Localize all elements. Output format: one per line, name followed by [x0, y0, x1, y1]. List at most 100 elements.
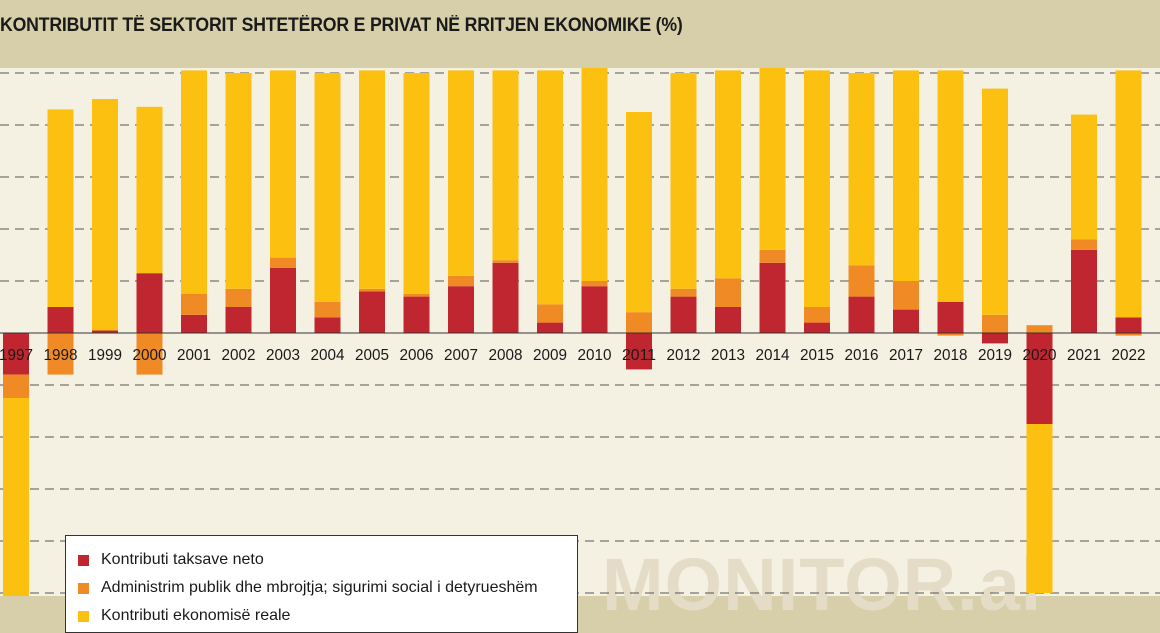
bar-public-admin-2013: [715, 278, 741, 307]
x-tick-label-2002: 2002: [222, 347, 256, 364]
bar-real-economy-2005: [359, 70, 385, 289]
legend-swatch-net-taxes: [78, 554, 89, 566]
legend-swatch-public-admin: [78, 582, 89, 594]
bar-real-economy-2003: [270, 70, 296, 258]
x-tick-label-2021: 2021: [1067, 347, 1101, 364]
bar-net-taxes-2005: [359, 291, 385, 333]
x-tick-label-2013: 2013: [711, 347, 745, 364]
bar-net-taxes-2010: [581, 286, 608, 333]
bar-public-admin-2006: [403, 294, 430, 297]
bar-public-admin-2018: [937, 333, 964, 336]
x-tick-label-2020: 2020: [1023, 347, 1057, 364]
bar-real-economy-2011: [626, 112, 652, 313]
bar-net-taxes-2001: [181, 314, 207, 333]
bar-public-admin-2021: [1071, 239, 1097, 250]
bar-public-admin-2003: [270, 257, 296, 268]
bar-net-taxes-2015: [804, 322, 830, 333]
x-tick-label-2007: 2007: [444, 347, 478, 364]
chart-title: KONTRIBUTIT TË SEKTORIT SHTETËROR E PRIV…: [0, 15, 683, 36]
bar-public-admin-2014: [759, 249, 786, 263]
legend-swatch-real-economy: [78, 610, 89, 622]
bar-real-economy-2006: [403, 73, 430, 294]
bar-public-admin-2007: [448, 275, 474, 287]
chart-svg: 1997 1998 1999 2000 2001 2002 2003 2004 2005 2006…: [0, 68, 1160, 596]
legend-label-real-economy: Kontributi ekonomisë reale: [101, 607, 291, 624]
bar-real-economy-2012: [670, 73, 697, 289]
legend-item-real-economy: Kontributi ekonomisë reale: [78, 602, 565, 630]
bar-net-taxes-2017: [893, 309, 919, 333]
bar-real-economy-2009: [537, 70, 563, 305]
bar-public-admin-2001: [181, 294, 207, 315]
x-tick-label-2019: 2019: [978, 347, 1012, 364]
bar-real-economy-1999: [92, 99, 118, 331]
bar-net-taxes-2003: [270, 268, 296, 333]
bar-public-admin-2016: [848, 265, 875, 297]
bar-public-admin-2000: [136, 333, 163, 375]
bar-net-taxes-2013: [715, 307, 741, 333]
bar-public-admin-1998: [47, 333, 74, 375]
bar-real-economy-2002: [225, 73, 252, 289]
bar-real-economy-2010: [581, 68, 608, 281]
x-tick-label-2006: 2006: [400, 347, 434, 364]
bar-real-economy-2020: [1026, 424, 1053, 593]
bar-public-admin-1997: [3, 374, 29, 398]
x-tick-label-2010: 2010: [578, 347, 612, 364]
x-tick-label-2003: 2003: [266, 347, 300, 364]
bar-public-admin-2017: [893, 281, 919, 310]
legend-item-public-admin: Administrim publik dhe mbrojtja; sigurim…: [78, 574, 565, 602]
legend-item-net-taxes: Kontributi taksave neto: [78, 546, 565, 574]
bar-real-economy-1998: [47, 109, 74, 308]
x-tick-label-2017: 2017: [889, 347, 923, 364]
bar-net-taxes-2016: [848, 296, 875, 333]
bar-real-economy-2021: [1071, 114, 1097, 240]
bar-public-admin-2020: [1026, 325, 1053, 333]
bar-public-admin-2022: [1115, 333, 1142, 336]
bar-net-taxes-2000: [136, 273, 163, 333]
bar-real-economy-2019: [982, 88, 1008, 315]
x-tick-label-2001: 2001: [177, 347, 211, 364]
bar-real-economy-2013: [715, 70, 741, 279]
bar-net-taxes-2011: [626, 333, 652, 370]
x-tick-label-2016: 2016: [845, 347, 879, 364]
legend-label-net-taxes: Kontributi taksave neto: [101, 551, 264, 568]
x-tick-label-2005: 2005: [355, 347, 389, 364]
bar-public-admin-2002: [225, 288, 252, 307]
bar-public-admin-2015: [804, 307, 830, 323]
bar-real-economy-2016: [848, 73, 875, 266]
bar-net-taxes-2007: [448, 286, 474, 333]
bar-net-taxes-2022: [1115, 317, 1142, 333]
x-tick-label-1998: 1998: [44, 347, 78, 364]
bar-net-taxes-1997: [3, 333, 29, 375]
bar-net-taxes-2002: [225, 307, 252, 333]
x-tick-label-1997: 1997: [0, 347, 33, 364]
bar-net-taxes-2020: [1026, 333, 1053, 424]
bar-real-economy-1997: [3, 398, 29, 596]
x-tick-label-2009: 2009: [533, 347, 567, 364]
bar-net-taxes-2006: [403, 296, 430, 333]
x-tick-label-2012: 2012: [667, 347, 701, 364]
bar-public-admin-2012: [670, 288, 697, 297]
bar-real-economy-2022: [1115, 70, 1142, 318]
x-tick-label-2014: 2014: [756, 347, 790, 364]
bar-net-taxes-2018: [937, 301, 964, 333]
bar-public-admin-2010: [581, 281, 608, 287]
x-tick-label-2000: 2000: [133, 347, 167, 364]
bar-real-economy-2007: [448, 70, 474, 276]
bar-net-taxes-1999: [92, 330, 118, 333]
x-tick-label-2011: 2011: [622, 347, 656, 364]
watermark: MONITOR.al: [602, 543, 1043, 626]
legend-label-public-admin: Administrim publik dhe mbrojtja; sigurim…: [101, 579, 538, 596]
bar-public-admin-2008: [492, 260, 519, 263]
bar-net-taxes-2021: [1071, 249, 1097, 333]
bar-public-admin-2004: [314, 301, 341, 318]
bar-real-economy-2008: [492, 70, 519, 261]
bar-net-taxes-2019: [982, 333, 1008, 344]
bar-net-taxes-2014: [759, 262, 786, 333]
bar-net-taxes-2012: [670, 296, 697, 333]
x-tick-label-2018: 2018: [934, 347, 968, 364]
bar-real-economy-2004: [314, 73, 341, 302]
bar-net-taxes-2008: [492, 262, 519, 333]
x-tick-label-2022: 2022: [1112, 347, 1146, 364]
bar-public-admin-2019: [982, 314, 1008, 333]
